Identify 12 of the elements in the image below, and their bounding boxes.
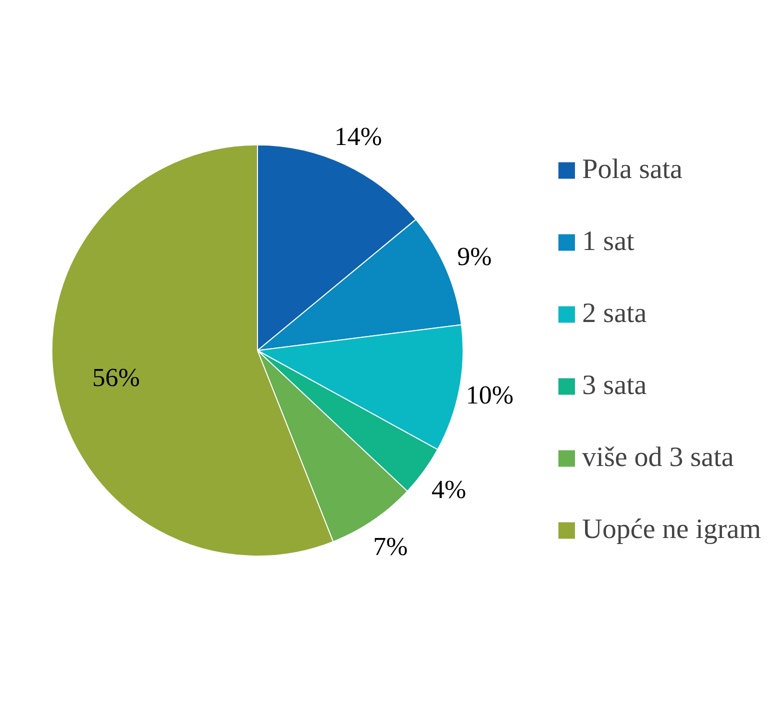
legend-label: Uopće ne igram xyxy=(582,514,761,546)
legend-label: 2 sata xyxy=(582,298,647,330)
data-label: 10% xyxy=(466,380,514,410)
data-label: 56% xyxy=(92,363,140,392)
data-label: 7% xyxy=(373,532,408,561)
legend-label: 1 sat xyxy=(582,226,634,258)
legend-label: više od 3 sata xyxy=(582,442,734,474)
legend-label: 3 sata xyxy=(582,370,647,402)
data-label: 4% xyxy=(431,475,466,504)
data-label: 9% xyxy=(457,242,492,271)
legend-label: Pola sata xyxy=(582,154,682,186)
data-label: 14% xyxy=(334,122,382,151)
